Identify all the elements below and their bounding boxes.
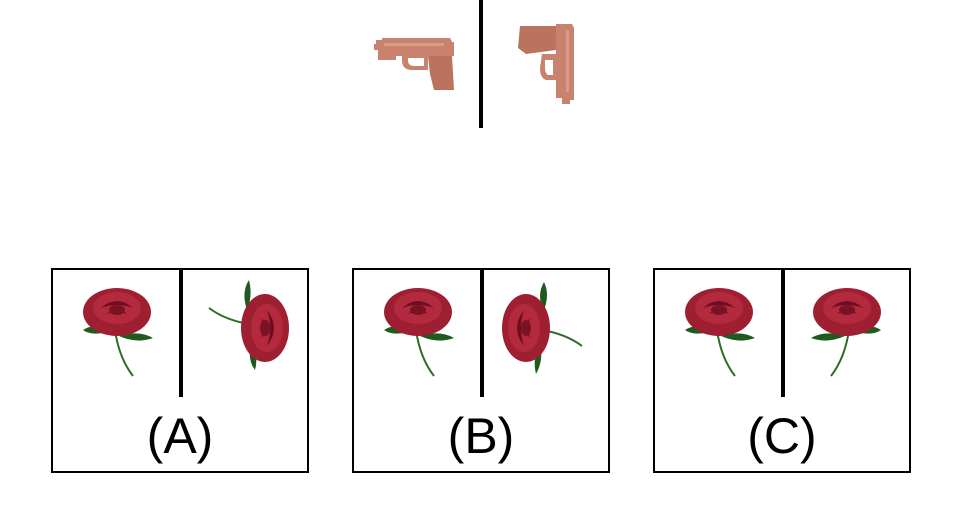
example-divider xyxy=(479,0,483,128)
option-label: (B) xyxy=(447,408,515,464)
option-label: (C) xyxy=(747,408,817,464)
rose-icon xyxy=(195,280,295,380)
rose-icon xyxy=(368,280,468,380)
option-c[interactable]: (C) xyxy=(653,268,911,473)
rose-icon xyxy=(67,280,167,380)
option-b[interactable]: (B) xyxy=(352,268,610,473)
option-divider xyxy=(480,270,484,397)
option-divider xyxy=(179,270,183,397)
handgun-icon xyxy=(372,30,462,99)
handgun-icon xyxy=(512,20,580,115)
rose-icon xyxy=(797,280,897,380)
rose-icon xyxy=(669,280,769,380)
rose-icon xyxy=(496,280,596,380)
option-divider xyxy=(781,270,785,397)
option-label: (A) xyxy=(146,408,214,464)
option-a[interactable]: (A) xyxy=(51,268,309,473)
